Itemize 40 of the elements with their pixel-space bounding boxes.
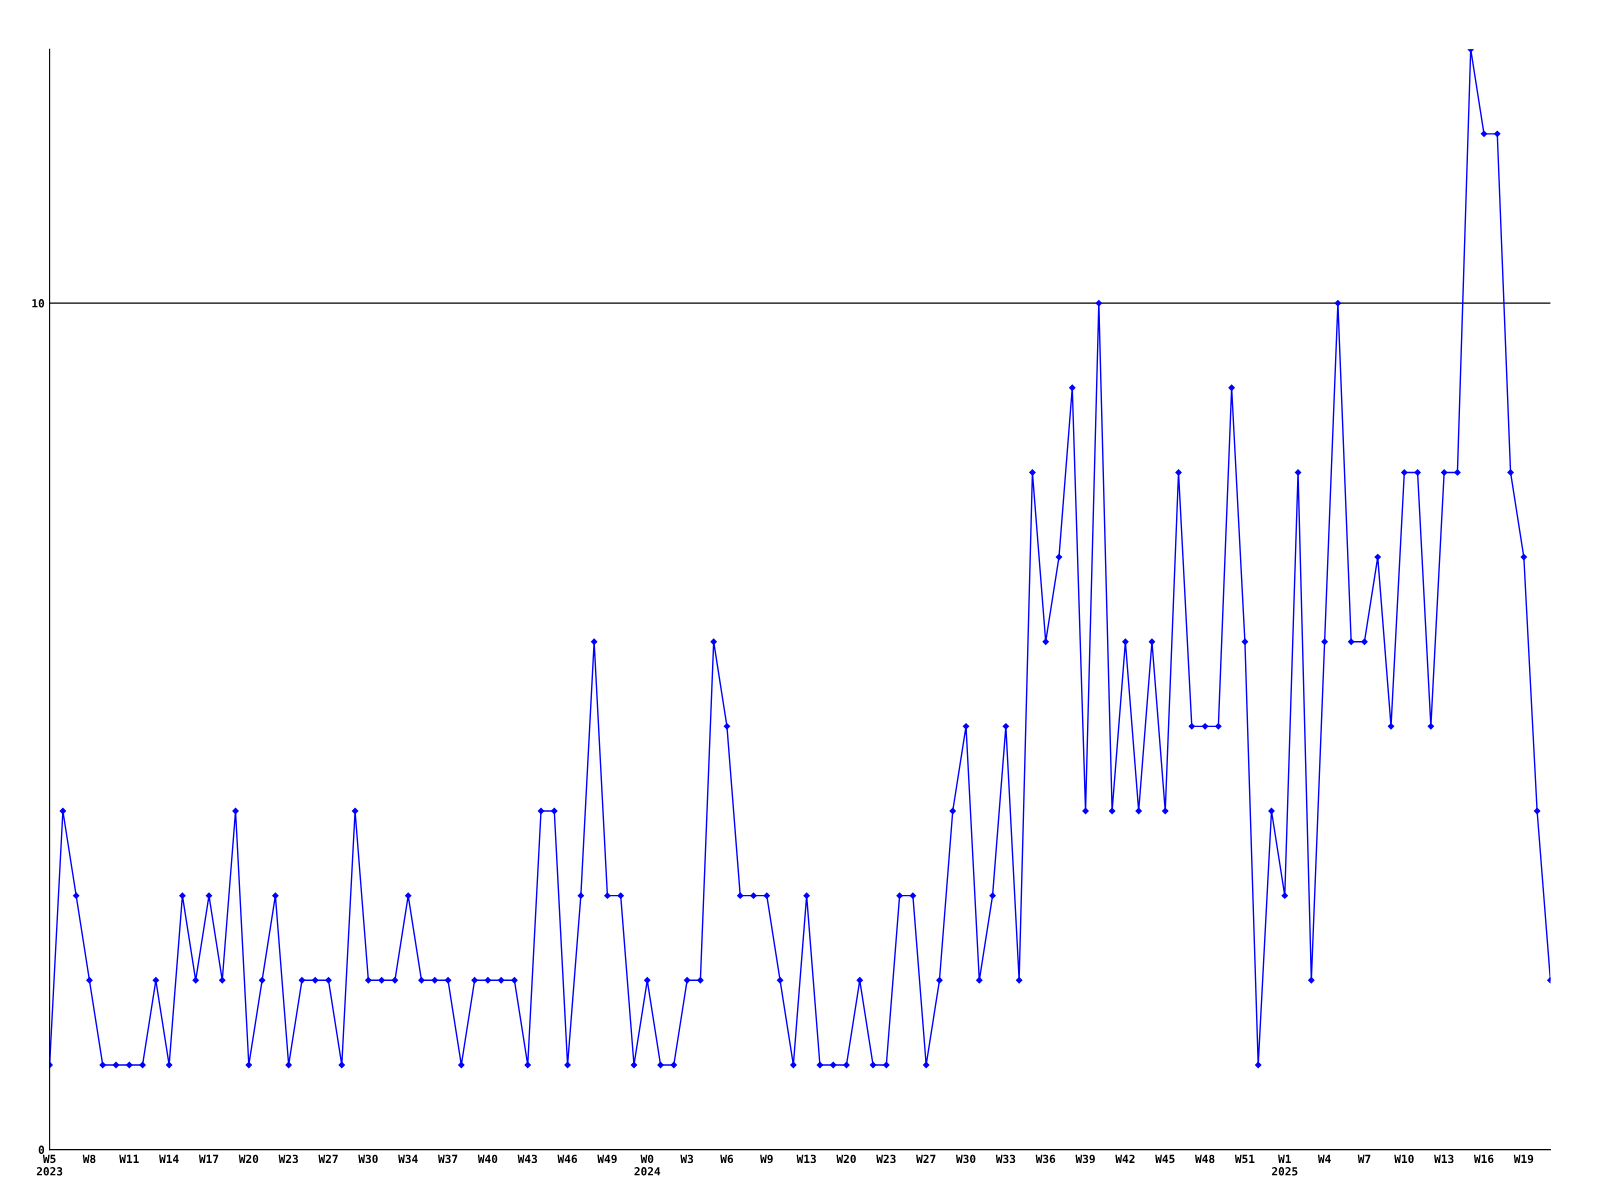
x-tick-label: W20 [238, 1154, 259, 1164]
x-tick-label: W4 [1317, 1154, 1331, 1163]
x-tick-label: W37 [438, 1154, 458, 1164]
x-tick-label: W16 [1473, 1154, 1494, 1164]
x-tick-label: W36 [1035, 1154, 1056, 1164]
x-tick-label: W42 [1115, 1154, 1135, 1163]
x-tick-label: W6 [720, 1154, 734, 1164]
x-tick-label: W8 [82, 1154, 96, 1164]
y-tick-label: 10 [32, 299, 45, 308]
x-tick-label: W30 [358, 1154, 378, 1164]
x-tick-label: W17 [198, 1154, 219, 1163]
x-tick-label: W23 [278, 1154, 298, 1164]
x-tick-label: W48 [1195, 1154, 1215, 1164]
x-tick-label: W43 [517, 1154, 538, 1164]
x-tick-label: W13 [796, 1154, 816, 1164]
y-tick-label: 0 [38, 1145, 45, 1154]
x-tick-label: W23 [876, 1154, 896, 1164]
x-tick-label: W46 [557, 1154, 578, 1164]
x-tick-label: W40 [477, 1154, 498, 1164]
x-tick-label: W33 [995, 1154, 1016, 1164]
x-tick-label: W27 [318, 1154, 338, 1163]
x-tick-label: W45 [1155, 1154, 1175, 1164]
x-tick-label: W13 [1434, 1154, 1454, 1164]
x-tick-label: W34 [398, 1154, 418, 1164]
x-tick-label: W14 [159, 1154, 179, 1163]
x-tick-label: W5 2023 [36, 1154, 63, 1176]
x-tick-label: W30 [955, 1154, 976, 1164]
x-tick-label: W51 [1234, 1154, 1255, 1164]
x-tick-label: W3 [680, 1154, 694, 1164]
x-tick-label: W7 [1357, 1154, 1371, 1163]
x-tick-label: W0 2024 [634, 1154, 661, 1176]
x-tick-label: W11 [119, 1154, 139, 1163]
x-tick-label: W19 [1513, 1154, 1534, 1164]
x-tick-label: W49 [597, 1154, 617, 1164]
x-tick-label: W1 2025 [1272, 1154, 1298, 1176]
x-tick-label: W10 [1394, 1154, 1414, 1164]
x-tick-label: W27 [916, 1154, 936, 1163]
x-tick-label: W9 [760, 1154, 773, 1164]
x-tick-label: W20 [836, 1154, 856, 1164]
x-tick-label: W39 [1075, 1154, 1095, 1164]
